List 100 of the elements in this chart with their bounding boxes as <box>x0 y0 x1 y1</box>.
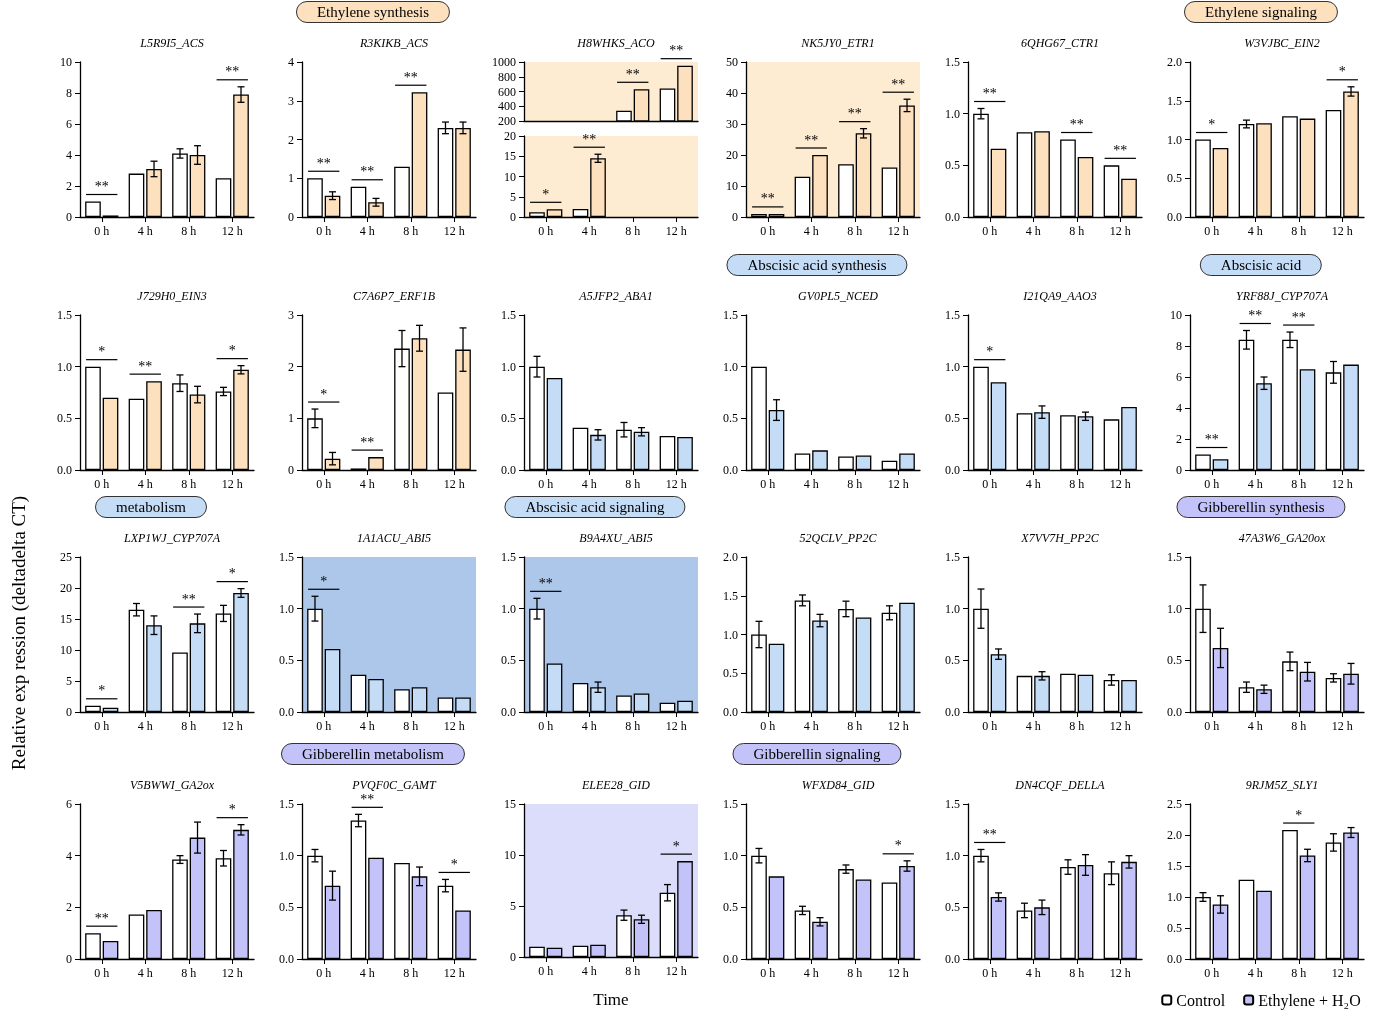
chart-title: X7VV7H_PP2C <box>1020 531 1100 545</box>
y-tick-label: 3 <box>288 93 294 108</box>
y-tick-label: 1000 <box>492 55 516 69</box>
x-tick-label: 8 h <box>847 477 863 491</box>
x-tick-label: 12 h <box>443 966 465 980</box>
y-tick-label: 5 <box>510 190 516 205</box>
x-tick-label: 12 h <box>1109 719 1131 733</box>
y-tick-label: 1.5 <box>945 55 960 69</box>
x-tick-label: 12 h <box>1109 477 1131 491</box>
chart-title: 6QHG67_CTR1 <box>1020 36 1100 50</box>
chart-title: DN4CQF_DELLA <box>1014 778 1106 792</box>
x-tick-label: 0 h <box>1204 719 1220 733</box>
x-tick-label: 0 h <box>538 477 554 491</box>
x-tick-label: 8 h <box>181 966 197 980</box>
x-tick-label: 4 h <box>1025 719 1041 733</box>
y-tick-label: 0.5 <box>723 900 738 915</box>
y-tick-label: 400 <box>498 99 516 114</box>
y-tick-label: 1.5 <box>945 308 960 322</box>
chart-title: YRF88J_CYP707A <box>1236 289 1329 303</box>
chart-title: ELEE28_GID <box>581 778 651 792</box>
y-tick-label: 0 <box>510 950 516 964</box>
x-tick-label: 0 h <box>316 966 332 980</box>
x-tick-label: 8 h <box>847 719 863 733</box>
y-tick-label: 1.5 <box>945 550 960 564</box>
y-tick-label: 0.0 <box>723 463 738 477</box>
y-tick-label: 1.0 <box>279 601 294 616</box>
x-tick-label: 4 h <box>137 477 153 491</box>
y-tick-label: 0 <box>66 210 72 224</box>
annotation: ** <box>316 155 331 171</box>
x-tick-label: 0 h <box>982 224 998 238</box>
y-tick-label: 1.0 <box>945 601 960 616</box>
x-tick-label: 8 h <box>181 719 197 733</box>
chart-title: 1A1ACU_ABI5 <box>357 531 431 545</box>
annotation: ** <box>1204 432 1219 447</box>
y-tick-label: 25 <box>60 550 72 564</box>
y-tick-label: 2 <box>66 179 72 193</box>
x-tick-label: 0 h <box>538 224 554 239</box>
x-tick-label: 0 h <box>94 719 110 733</box>
chart-subtitle: Abscisic acid <box>1199 254 1323 276</box>
y-axis-title: Relative exp ression (deltadelta CT) <box>8 495 30 770</box>
x-tick-label: 8 h <box>625 477 641 491</box>
y-tick-label: 2 <box>288 359 294 374</box>
x-tick-label: 0 h <box>538 964 554 978</box>
annotation: * <box>542 187 550 203</box>
y-tick-label: 0.0 <box>1167 210 1182 224</box>
chart-title: J729H0_EIN3 <box>137 289 207 303</box>
y-tick-label: 0.5 <box>945 900 960 915</box>
y-tick-label: 1.5 <box>945 797 960 811</box>
x-tick-label: 8 h <box>625 719 641 733</box>
chart-title: LXP1WJ_CYP707A <box>123 531 221 545</box>
x-tick-label: 0 h <box>94 966 110 980</box>
y-tick-label: 1.5 <box>1167 550 1182 564</box>
chart-title: R3KIKB_ACS <box>359 36 428 50</box>
x-tick-label: 4 h <box>137 966 153 980</box>
chart-title: 47A3W6_GA20ox <box>1238 531 1326 545</box>
y-tick-label: 4 <box>66 848 72 863</box>
annotation: ** <box>225 64 240 80</box>
y-tick-label: 10 <box>1170 308 1182 322</box>
y-tick-label: 8 <box>1176 339 1182 353</box>
x-tick-label: 12 h <box>665 964 687 978</box>
x-tick-label: 8 h <box>1291 477 1307 491</box>
x-tick-label: 0 h <box>1204 477 1220 491</box>
y-tick-label: 0.0 <box>501 705 516 719</box>
x-tick-label: 0 h <box>94 477 110 491</box>
y-tick-label: 0.0 <box>279 952 294 966</box>
y-tick-label: 0 <box>66 705 72 719</box>
y-tick-label: 10 <box>504 169 516 184</box>
x-tick-label: 4 h <box>581 719 597 733</box>
x-tick-label: 4 h <box>1247 224 1263 238</box>
annotation: ** <box>94 179 109 194</box>
y-tick-label: 0.5 <box>945 411 960 426</box>
y-tick-label: 1.0 <box>1167 601 1182 616</box>
y-tick-label: 2.0 <box>723 550 738 564</box>
y-tick-label: 15 <box>60 612 72 626</box>
y-tick-label: 5 <box>510 899 516 913</box>
annotation: ** <box>847 106 862 122</box>
y-tick-label: 10 <box>60 55 72 69</box>
x-tick-label: 8 h <box>847 966 863 980</box>
x-tick-label: 4 h <box>803 224 819 238</box>
chart-subtitle: Abscisic acid signaling <box>504 496 686 518</box>
x-tick-label: 4 h <box>1025 224 1041 238</box>
y-tick-label: 0.5 <box>1167 653 1182 668</box>
x-tick-label: 0 h <box>1204 224 1220 238</box>
y-tick-label: 40 <box>726 86 738 100</box>
y-tick-label: 0 <box>288 210 294 224</box>
y-tick-label: 2.0 <box>1167 828 1182 842</box>
x-tick-label: 0 h <box>982 719 998 733</box>
y-tick-label: 4 <box>1176 401 1182 415</box>
x-tick-label: 4 h <box>359 719 375 733</box>
y-tick-label: 10 <box>504 848 516 862</box>
annotation: ** <box>181 591 196 607</box>
annotation: ** <box>1248 308 1263 323</box>
y-tick-label: 0.5 <box>279 653 294 668</box>
x-tick-label: 12 h <box>221 477 243 491</box>
chart-title: NK5JY0_ETR1 <box>800 36 875 50</box>
x-tick-label: 4 h <box>581 224 597 239</box>
x-tick-label: 4 h <box>581 964 597 978</box>
chart-subtitle: Gibberellin signaling <box>732 743 902 765</box>
x-tick-label: 4 h <box>803 477 819 491</box>
x-tick-label: 8 h <box>403 477 419 491</box>
